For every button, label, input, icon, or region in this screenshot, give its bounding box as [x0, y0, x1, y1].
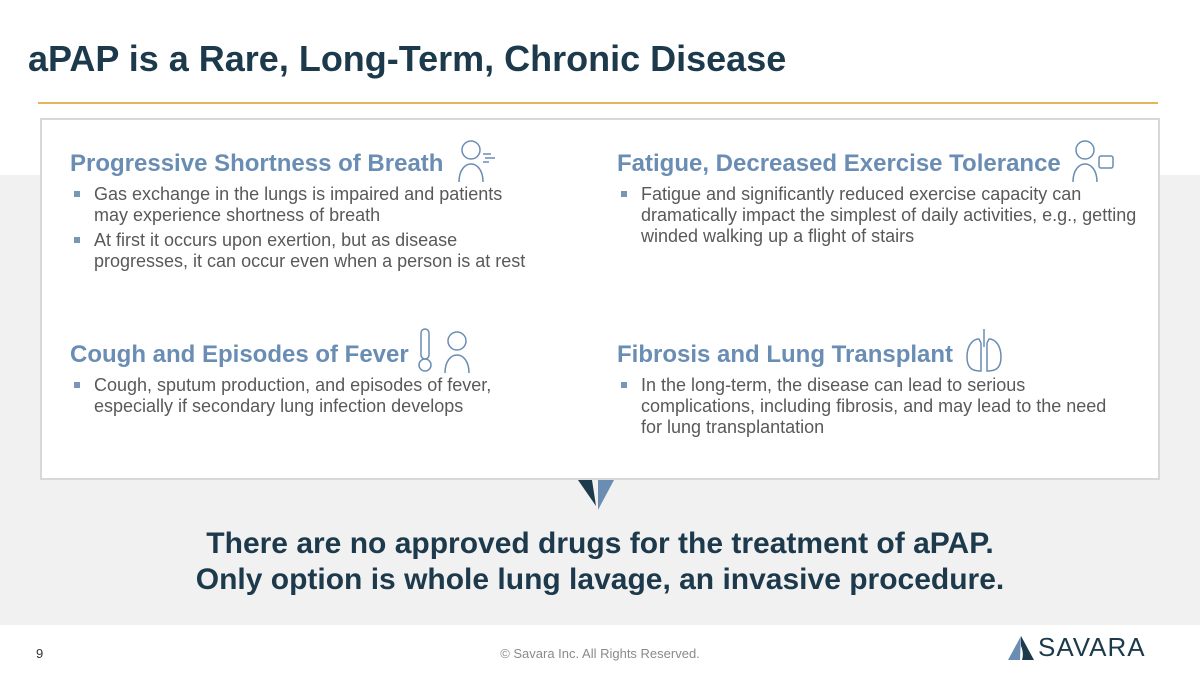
- section-heading: Fibrosis and Lung Transplant: [617, 341, 954, 368]
- bullet: Fatigue and significantly reduced exerci…: [617, 184, 1137, 247]
- person-tired-icon: [1072, 140, 1114, 183]
- thermometer-cough-icon: [417, 328, 470, 374]
- key-message-line-2: Only option is whole lung lavage, an inv…: [195, 563, 1005, 596]
- section-cough: Cough and Episodes of Fever Cough, sputu…: [70, 325, 560, 421]
- bullet: Cough, sputum production, and episodes o…: [70, 375, 560, 417]
- section-heading: Fatigue, Decreased Exercise Tolerance: [617, 150, 1061, 177]
- logo-mark-icon: [1008, 635, 1034, 660]
- symptoms-card: Progressive Shortness of Breath Gas exch…: [40, 118, 1160, 480]
- page-title: aPAP is a Rare, Long-Term, Chronic Disea…: [28, 38, 787, 79]
- copyright: © Savara Inc. All Rights Reserved.: [500, 646, 700, 661]
- section-heading: Progressive Shortness of Breath: [70, 150, 444, 177]
- bullet: Gas exchange in the lungs is impaired an…: [70, 184, 540, 226]
- section-fatigue: Fatigue, Decreased Exercise Tolerance Fa…: [617, 134, 1137, 251]
- section-fibrosis: Fibrosis and Lung Transplant In the long…: [617, 325, 1117, 442]
- section-heading: Cough and Episodes of Fever: [70, 341, 409, 368]
- savara-logo: SAVARA: [1008, 632, 1146, 663]
- bullet: In the long-term, the disease can lead t…: [617, 375, 1117, 438]
- person-breathing-icon: [458, 140, 496, 183]
- bullet: At first it occurs upon exertion, but as…: [70, 230, 540, 272]
- page-number: 9: [36, 646, 44, 661]
- logo-text: SAVARA: [1038, 632, 1146, 662]
- key-message-line-1: There are no approved drugs for the trea…: [206, 527, 994, 560]
- title-divider: [38, 102, 1158, 104]
- section-breath: Progressive Shortness of Breath Gas exch…: [70, 134, 540, 276]
- chevron-down-icon: [578, 480, 614, 510]
- lungs-icon: [966, 329, 1002, 372]
